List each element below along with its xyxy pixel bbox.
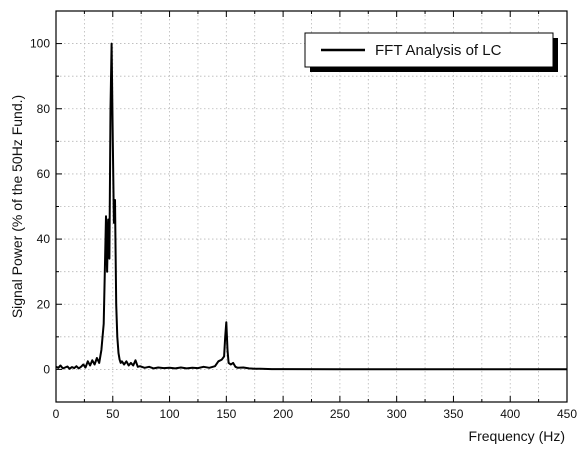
x-tick-label: 200: [273, 407, 293, 421]
y-tick-label: 80: [37, 102, 51, 116]
x-tick-label: 150: [216, 407, 236, 421]
x-axis-title: Frequency (Hz): [469, 428, 565, 444]
x-tick-label: 300: [387, 407, 407, 421]
y-axis-title: Signal Power (% of the 50Hz Fund.): [9, 95, 25, 318]
series-layer: [55, 42, 567, 371]
y-tick-label: 60: [37, 167, 51, 181]
x-tick-label: 400: [500, 407, 520, 421]
legend: FFT Analysis of LC: [304, 32, 558, 72]
legend-label: FFT Analysis of LC: [375, 42, 502, 59]
y-tick-label: 20: [37, 297, 51, 311]
x-tick-label: 350: [443, 407, 463, 421]
y-tick-label: 40: [37, 232, 51, 246]
y-tick-label: 0: [43, 362, 50, 376]
x-tick-label: 0: [53, 407, 60, 421]
y-tick-label: 100: [30, 37, 50, 51]
axis-ticks: [55, 10, 568, 403]
x-tick-label: 450: [557, 407, 577, 421]
x-tick-label: 50: [106, 407, 120, 421]
tick-labels: 0 50 100 150 200 250 300 350 400 450 0 20 40 60 80 100: [30, 37, 577, 421]
series-line-fft: [55, 42, 567, 371]
grid: [56, 11, 567, 402]
x-tick-label: 100: [160, 407, 180, 421]
x-tick-label: 250: [330, 407, 350, 421]
